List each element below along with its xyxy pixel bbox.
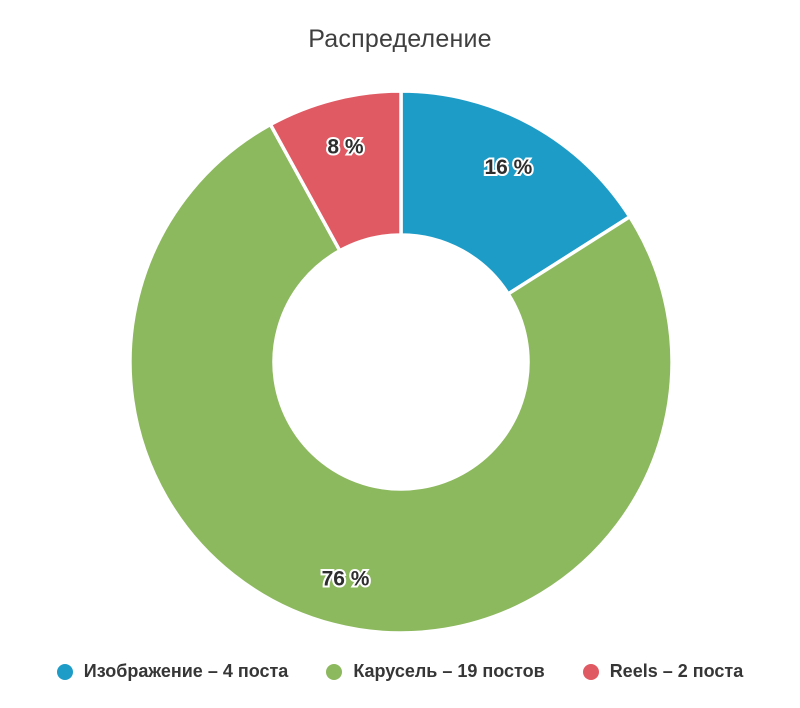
legend-label-carousel: Карусель – 19 постов <box>353 661 545 681</box>
legend-marker-reels <box>582 663 599 680</box>
donut-segment-image[interactable] <box>399 89 632 296</box>
legend-item-reels[interactable]: Reels – 2 поста <box>582 661 744 682</box>
donut-segment-reels[interactable] <box>268 89 403 253</box>
legend-label-reels: Reels – 2 поста <box>609 661 744 681</box>
segment-percent-label-reels: 8 % <box>327 136 364 159</box>
legend-marker-image <box>56 663 73 680</box>
legend-item-carousel[interactable]: Карусель – 19 постов <box>326 661 545 682</box>
legend-item-image[interactable]: Изображение – 4 поста <box>56 661 289 682</box>
segment-percent-label-carousel: 76 % <box>322 568 370 591</box>
donut-segment-carousel[interactable] <box>128 122 674 635</box>
legend-marker-carousel <box>326 663 343 680</box>
chart-legend: Изображение – 4 поста Карусель – 19 пост… <box>0 661 800 682</box>
legend-label-image: Изображение – 4 поста <box>83 661 289 681</box>
chart-title: Распределение <box>308 25 492 53</box>
segment-percent-label-image: 16 % <box>484 156 532 179</box>
